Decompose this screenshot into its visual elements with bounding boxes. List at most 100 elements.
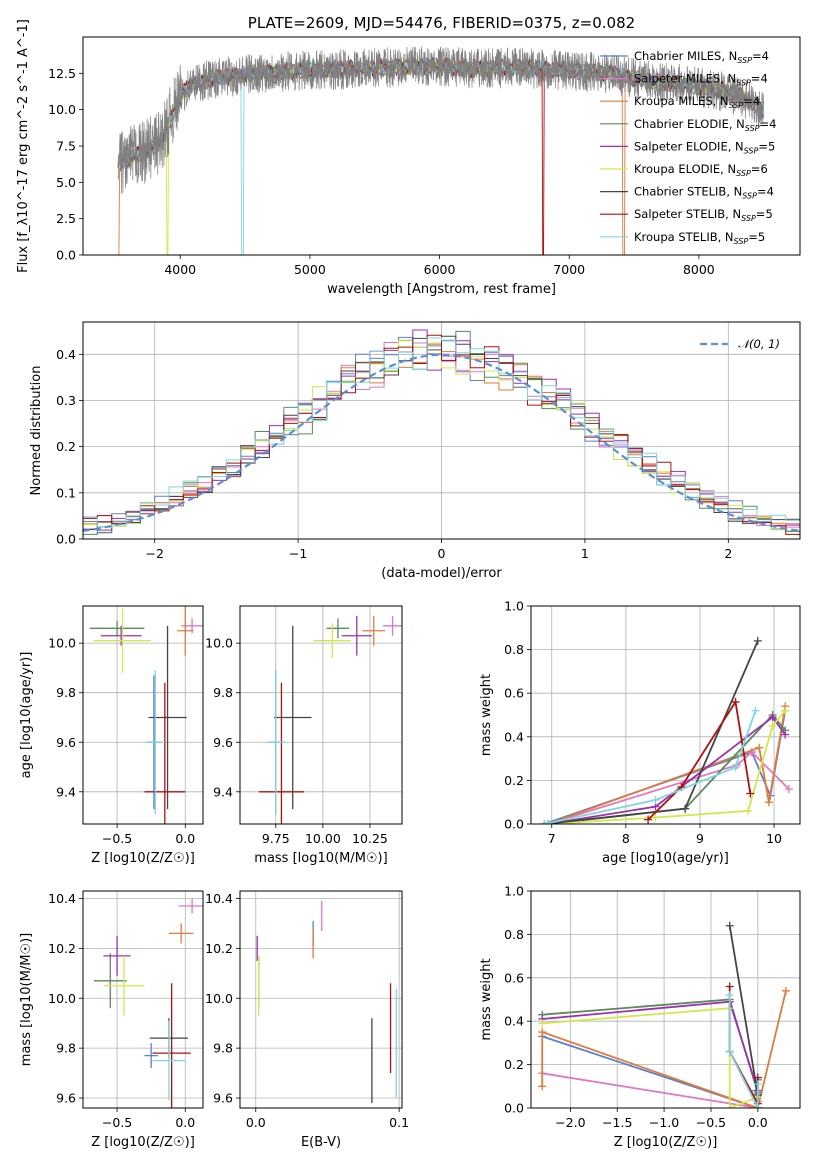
y-tick-label: 1.0: [504, 884, 524, 899]
legend-label: Kroupa STELIB, NSSP=5: [634, 230, 765, 246]
x-axis-label: E(B-V): [301, 1135, 341, 1150]
errorbar-point: [273, 625, 312, 810]
series-marker: [725, 991, 734, 1000]
series-marker: [768, 713, 777, 722]
x-tick-label: −2: [145, 546, 163, 561]
y-tick-label: 10.4: [205, 891, 233, 906]
x-axis-label: wavelength [Angstrom, rest frame]: [327, 282, 556, 297]
legend-label: Salpeter ELODIE, NSSP=5: [634, 139, 775, 155]
series-marker: [781, 706, 790, 715]
y-tick-label: 0.1: [56, 485, 76, 500]
chart-title: PLATE=2609, MJD=54476, FIBERID=0375, z=0…: [248, 14, 635, 32]
x-tick-label: 9.75: [262, 831, 290, 846]
errorbar-point: [145, 670, 165, 815]
x-tick-label: 9: [696, 831, 704, 846]
x-tick-label: −0.5: [696, 1115, 726, 1130]
weight_vs_age-lines: [540, 636, 793, 824]
errorbar-point: [103, 935, 131, 976]
series-marker: [781, 986, 790, 995]
errorbar-point: [362, 615, 386, 646]
series-line-salpeter-stelib: [647, 699, 752, 821]
series-marker: [544, 820, 553, 824]
y-axis-label: age [log10(age/yr)]: [19, 652, 34, 779]
spectrum-axes: 4000 5000 6000 7000 8000 0.0 2.5 5.0 7.5 10.0 12.5…: [16, 19, 715, 297]
y-tick-label: 10.0: [205, 636, 233, 651]
x-axis-label: Z [log10(Z/Z☉)]: [614, 1135, 718, 1150]
y-tick-label: 10.2: [48, 941, 76, 956]
x-tick-label: 7: [548, 831, 556, 846]
weight_vs_Z-lines: [538, 921, 790, 1108]
series-marker: [538, 1028, 547, 1037]
errorbar-point: [152, 983, 191, 1108]
spectrum-frame: [82, 36, 801, 256]
legend-normal-label: 𝒩(0, 1): [738, 337, 780, 351]
series-line-chabrier-stelib: [544, 640, 759, 824]
series-marker: [784, 785, 793, 794]
y-tick-label: 10.0: [48, 636, 76, 651]
y-tick-label: 10.2: [205, 941, 233, 956]
y-tick-label: 9.4: [213, 784, 233, 799]
y-tick-label: 0.8: [504, 927, 524, 942]
x-axis-label: Z [log10(Z/Z☉)]: [91, 851, 195, 866]
series-marker: [540, 820, 549, 824]
series-marker: [755, 743, 764, 752]
legend-label: Chabrier STELIB, NSSP=4: [634, 185, 774, 201]
y-tick-label: 0.2: [504, 1057, 524, 1072]
residuals-frame: [82, 321, 801, 540]
y-tick-label: 1.0: [504, 599, 524, 614]
mass_vs_ebv-axes: 0.0 0.1 9.6 9.8 10.0 10.2 10.4 E(B-V): [205, 891, 409, 1150]
errorbar-point: [93, 953, 127, 1009]
errorbar-point: [100, 625, 142, 646]
series-marker: [753, 1104, 762, 1108]
series-marker: [725, 982, 734, 991]
age_vs_Z-axes: −0.5 0.0 9.4 9.6 9.8 10.0 Z [log10(Z/Z☉)] age […: [19, 606, 203, 866]
x-tick-label: 1: [581, 546, 589, 561]
errorbar-point: [178, 898, 203, 914]
y-tick-label: 10.4: [48, 891, 76, 906]
y-tick-label: 7.5: [56, 139, 76, 154]
x-axis-label: mass [log10(M/M☉)]: [254, 851, 387, 866]
series-marker: [753, 636, 762, 645]
y-tick-label: 10.0: [205, 991, 233, 1006]
y-axis-label: mass weight: [479, 674, 494, 756]
errorbar-point: [144, 682, 186, 824]
legend-label: Salpeter STELIB, NSSP=5: [634, 207, 773, 223]
x-tick-label: −0.5: [102, 1115, 132, 1130]
x-tick-label: −1: [289, 546, 307, 561]
series-marker: [731, 697, 740, 706]
y-tick-label: 0.2: [504, 773, 524, 788]
errorbar-point: [313, 623, 352, 659]
y-tick-label: 10.0: [48, 102, 76, 117]
x-tick-label: 8000: [683, 262, 715, 277]
age_vs_Z-frame: [82, 605, 204, 825]
series-marker: [781, 730, 790, 739]
mass_vs_Z-frame: [82, 890, 204, 1109]
series-line-kroupa-elodie: [542, 1007, 759, 1108]
y-tick-label: 9.4: [56, 784, 76, 799]
series-line-salpeter-miles: [547, 750, 790, 824]
y-tick-label: 9.8: [213, 685, 233, 700]
errorbar-point: [89, 620, 145, 636]
y-axis-label: mass [log10(M/M☉)]: [19, 933, 34, 1066]
errorbar-point: [326, 618, 350, 639]
x-axis-label: age [log10(age/yr)]: [602, 851, 729, 866]
y-tick-label: 5.0: [56, 175, 76, 190]
series-line-kroupa-stelib: [728, 995, 759, 1108]
y-tick-label: 12.5: [48, 66, 76, 81]
x-tick-label: 4000: [164, 262, 196, 277]
series-marker: [681, 804, 690, 813]
x-tick-label: −2.0: [555, 1115, 585, 1130]
observed-spectrum: [117, 46, 764, 194]
series-marker: [731, 763, 740, 772]
errorbar-point: [152, 1020, 186, 1101]
series-line-kroupa-miles: [541, 990, 787, 1108]
y-tick-label: 0.8: [504, 642, 524, 657]
x-tick-label: −1.5: [602, 1115, 632, 1130]
series-marker: [651, 796, 660, 805]
weight_vs_Z-frame: [530, 890, 801, 1109]
errorbar-point: [144, 1043, 158, 1069]
series-marker: [768, 721, 777, 730]
mass_vs_Z-points: [93, 898, 203, 1108]
legend-label: Kroupa MILES, NSSP=4: [634, 94, 760, 110]
